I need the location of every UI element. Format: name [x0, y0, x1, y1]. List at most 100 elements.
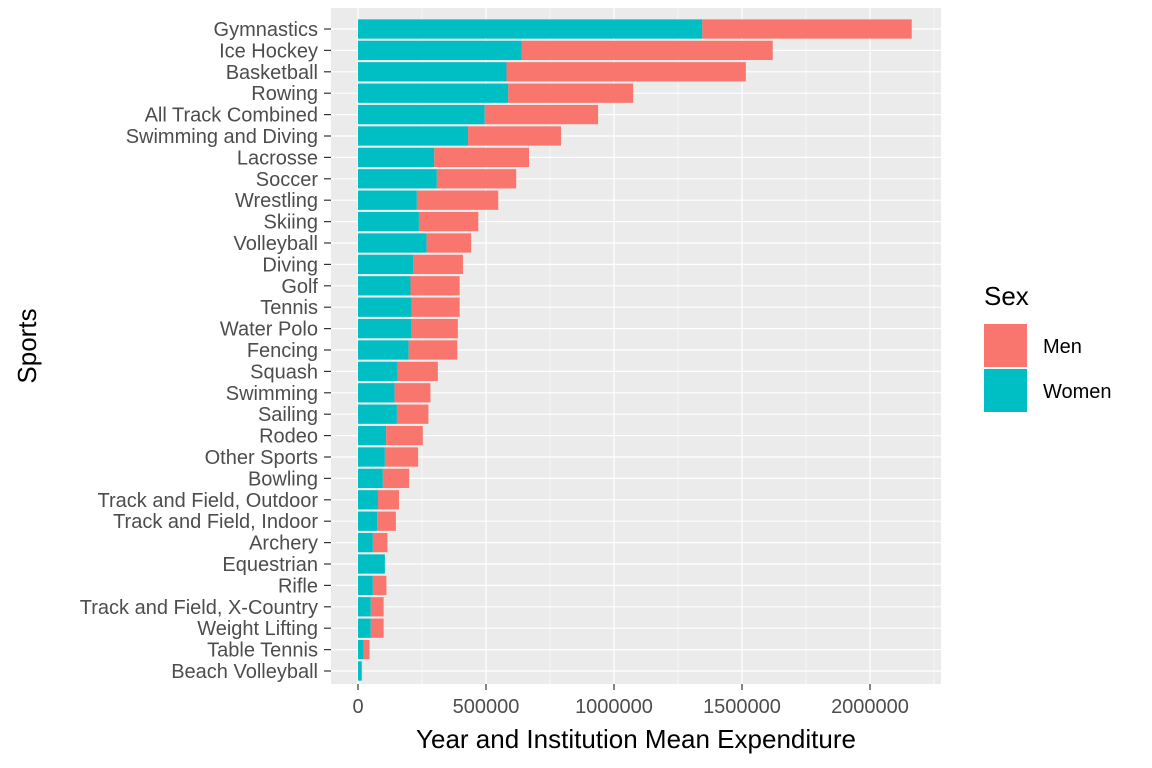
bar-women — [358, 276, 411, 296]
bar-men — [506, 62, 746, 82]
x-tick-label: 1000000 — [575, 696, 653, 718]
x-tick-label: 500000 — [453, 696, 520, 718]
bar-men — [361, 661, 363, 681]
bar-men — [521, 40, 773, 61]
y-tick-label: Rodeo — [259, 426, 318, 448]
bar-women — [358, 233, 427, 253]
y-ticks — [324, 28, 331, 672]
bar-women — [358, 40, 522, 61]
y-tick-label: Golf — [281, 276, 318, 298]
bar-men — [416, 190, 499, 210]
legend: Sex Men Women — [984, 281, 1112, 412]
bar-women — [358, 83, 509, 103]
y-tick-label: Basketball — [226, 62, 318, 84]
bar-women — [358, 361, 398, 382]
bar-men — [418, 211, 479, 232]
y-tick-label: Rifle — [278, 575, 318, 597]
y-tick-label: Other Sports — [205, 447, 318, 469]
bar-women — [358, 147, 435, 168]
legend-key-men — [984, 324, 1027, 367]
bar-men — [408, 340, 458, 360]
bar-men — [397, 361, 438, 382]
bar-women — [358, 447, 385, 467]
bar-women — [358, 618, 371, 638]
y-tick-label: Archery — [249, 533, 318, 555]
bar-women — [358, 297, 412, 317]
bar-women — [358, 511, 378, 531]
y-tick-label: Bowling — [248, 468, 318, 490]
legend-key-women — [984, 369, 1027, 412]
y-tick-label: Volleyball — [233, 233, 318, 255]
bar-men — [370, 597, 384, 617]
x-axis-title: Year and Institution Mean Expenditure — [416, 724, 856, 754]
bar-women — [358, 575, 373, 596]
bar-men — [426, 233, 472, 253]
y-tick-label: Lacrosse — [237, 147, 318, 169]
y-tick-label: Water Polo — [220, 319, 318, 341]
legend-label-women: Women — [1043, 381, 1112, 403]
bar-men — [394, 383, 431, 403]
bar-men — [411, 297, 460, 317]
bar-men — [508, 83, 634, 103]
y-tick-label: Soccer — [256, 169, 319, 191]
bar-men — [410, 276, 460, 296]
y-tick-label: Swimming — [226, 383, 318, 405]
bar-men — [436, 169, 517, 189]
bar-women — [358, 554, 385, 574]
bar-women — [358, 532, 373, 553]
bar-men — [377, 511, 396, 531]
y-tick-label: Squash — [250, 361, 318, 383]
x-ticks — [357, 684, 871, 690]
bar-women — [358, 490, 378, 510]
bar-women — [358, 254, 414, 275]
bar-men — [386, 425, 423, 446]
bar-women — [358, 340, 409, 360]
bar-women — [358, 169, 437, 189]
bar-men — [434, 147, 530, 168]
bar-men — [702, 19, 912, 39]
bar-men — [372, 575, 387, 596]
bar-women — [358, 104, 485, 125]
bar-men — [363, 639, 370, 660]
bar-men — [377, 490, 399, 510]
y-tick-label: All Track Combined — [145, 105, 318, 127]
y-tick-label: Track and Field, Indoor — [113, 511, 318, 533]
bar-men — [382, 468, 410, 489]
bar-men — [468, 126, 562, 146]
x-tick-labels: 0 500000 1000000 1500000 2000000 — [352, 696, 909, 718]
bar-women — [358, 468, 383, 489]
y-tick-label: Track and Field, Outdoor — [98, 490, 319, 512]
bar-women — [358, 190, 417, 210]
bar-men — [372, 532, 388, 553]
x-tick-label: 2000000 — [831, 696, 909, 718]
bar-men — [410, 318, 458, 339]
bar-women — [358, 62, 507, 82]
y-tick-label: Swimming and Diving — [126, 126, 318, 148]
y-tick-label: Beach Volleyball — [171, 661, 318, 683]
y-tick-label: Tennis — [260, 297, 318, 319]
bar-women — [358, 404, 397, 424]
bar-women — [358, 211, 419, 232]
y-tick-label: Track and Field, X-Country — [80, 597, 318, 619]
legend-entries: Men Women — [984, 324, 1112, 412]
y-axis-title: Sports — [12, 308, 42, 383]
x-tick-label: 0 — [352, 696, 363, 718]
bar-men — [413, 254, 463, 275]
legend-label-men: Men — [1043, 336, 1082, 358]
bar-men — [384, 447, 419, 467]
bar-women — [358, 425, 387, 446]
legend-title: Sex — [984, 281, 1029, 311]
y-tick-label: Gymnastics — [214, 19, 318, 41]
y-tick-label: Table Tennis — [207, 640, 318, 662]
y-tick-label: Ice Hockey — [219, 40, 318, 62]
x-tick-label: 1500000 — [703, 696, 781, 718]
bar-men — [370, 618, 384, 638]
y-tick-label: Skiing — [264, 212, 318, 234]
bar-women — [358, 126, 469, 146]
bar-women — [358, 661, 362, 681]
bar-men — [484, 104, 599, 125]
y-tick-label: Equestrian — [222, 554, 318, 576]
y-tick-label: Wrestling — [235, 190, 318, 212]
